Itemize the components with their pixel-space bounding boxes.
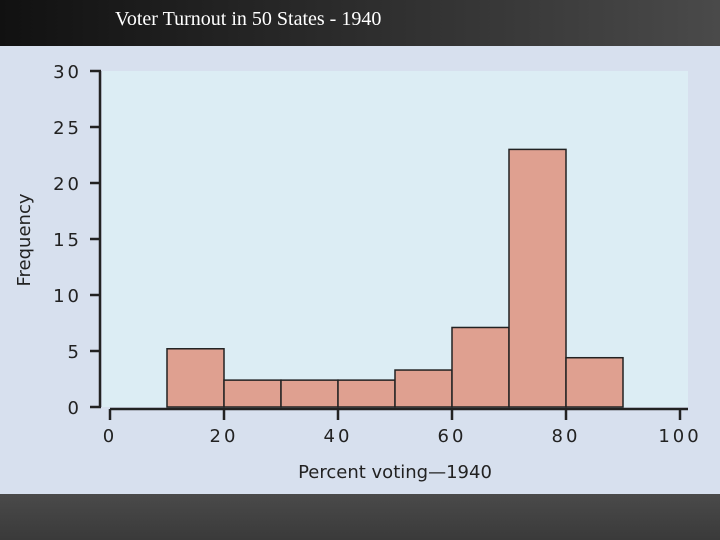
y-tick-label: 20: [53, 174, 82, 195]
histogram-bar-1: [166, 348, 225, 408]
histogram-bar-5: [394, 369, 453, 408]
histogram-bar-6: [451, 326, 510, 408]
x-tick-label: 80: [552, 426, 581, 447]
y-tick-label: 0: [68, 398, 82, 419]
y-axis-label: Frequency: [14, 193, 35, 286]
y-tick-label: 10: [53, 286, 82, 307]
footer-bar: [0, 494, 720, 540]
y-tick-label: 25: [53, 118, 82, 139]
y-tick-label: 15: [53, 230, 82, 251]
histogram-chart: 0 20 40 60 80 100 0 5 10 15 20 25 30 Percent voting—…: [14, 62, 701, 483]
x-tick-label: 60: [438, 426, 467, 447]
x-tick-label: 20: [210, 426, 239, 447]
histogram-bar-7: [508, 148, 567, 408]
slide-area: 0 20 40 60 80 100 0 5 10 15 20 25 30 Percent voting—…: [0, 46, 720, 494]
ticks-group: 0 20 40 60 80 100 0 5 10 15 20 25 30: [53, 62, 701, 447]
histogram-bar-4: [337, 379, 396, 408]
y-tick-label: 30: [53, 62, 82, 83]
title-bar: Voter Turnout in 50 States - 1940: [0, 0, 720, 46]
x-tick-label: 40: [324, 426, 353, 447]
bars-group: [166, 148, 624, 408]
histogram-bar-8: [565, 356, 624, 408]
slide-title: Voter Turnout in 50 States - 1940: [115, 8, 382, 30]
x-axis-label: Percent voting—1940: [298, 462, 492, 483]
x-tick-label: 0: [103, 426, 117, 447]
x-tick-label: 100: [658, 426, 701, 447]
histogram-bar-3: [280, 379, 339, 408]
histogram-bar-2: [223, 379, 282, 408]
y-tick-label: 5: [68, 342, 82, 363]
